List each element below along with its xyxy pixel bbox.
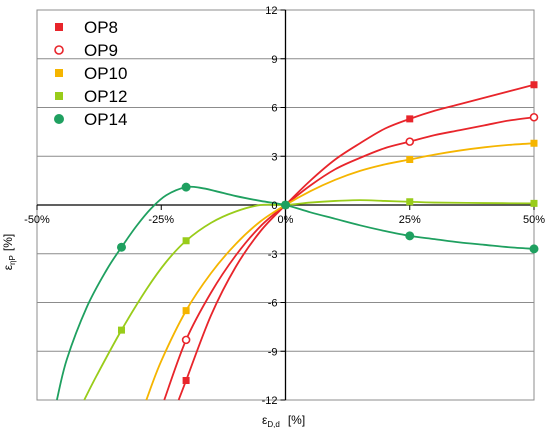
data-point — [406, 156, 414, 163]
data-point — [529, 244, 539, 254]
data-point — [530, 139, 538, 147]
legend-label: OP12 — [84, 87, 127, 106]
y-tick-label: -6 — [268, 298, 278, 310]
legend-marker — [55, 69, 63, 77]
x-tick-label: -25% — [148, 214, 174, 226]
legend: OP8 OP9 OP10 OP12 OP14 — [54, 18, 127, 129]
legend-label: OP10 — [84, 64, 127, 83]
x-tick-label: 0% — [278, 214, 294, 226]
y-axis-label: εηP [%] — [1, 234, 17, 271]
data-point — [182, 377, 190, 384]
data-point — [405, 137, 415, 146]
y-tick-label: -3 — [268, 249, 278, 261]
x-axis-label-sub: D,d — [267, 420, 279, 429]
legend-item-op8: OP8 — [55, 18, 118, 37]
legend-label: OP9 — [84, 41, 118, 60]
y-axis-label-main: ε — [1, 264, 15, 270]
data-point — [530, 81, 538, 89]
legend-item-op10: OP10 — [55, 64, 127, 83]
series-op9 — [163, 112, 539, 401]
series-op14 — [56, 182, 539, 401]
y-tick-label: 0 — [271, 200, 277, 212]
y-tick-label: 3 — [271, 151, 277, 163]
legend-label: OP8 — [84, 18, 118, 37]
data-point — [181, 182, 191, 192]
data-point — [182, 307, 190, 315]
data-point — [182, 237, 190, 245]
data-point — [116, 242, 126, 252]
data-point — [181, 335, 191, 345]
legend-item-op12: OP12 — [55, 87, 127, 106]
y-tick-label: 9 — [271, 54, 277, 66]
series-line — [163, 116, 535, 401]
x-tick-label: 50% — [523, 214, 545, 226]
x-tick-label: -50% — [24, 214, 50, 226]
y-tick-label: 12 — [265, 5, 277, 17]
legend-marker — [55, 23, 63, 31]
tick-labels: -50% -25% 0% 25% 50% -12 -9 -6 -3 0 3 6 9 12 — [24, 5, 545, 407]
y-tick-label: -12 — [262, 395, 278, 407]
svg-text:εηP[%]: εηP [%] — [1, 234, 17, 271]
y-axis-label-sub: ηP — [8, 255, 17, 265]
x-axis-label-unit: [%] — [288, 413, 305, 427]
legend-item-op9: OP9 — [54, 41, 118, 60]
data-point — [530, 199, 538, 207]
x-axis-label: εD,d [%] — [262, 413, 305, 429]
data-point — [529, 112, 539, 122]
data-point — [406, 115, 414, 123]
legend-marker — [54, 45, 64, 55]
data-point — [405, 231, 415, 241]
data-point — [117, 326, 125, 334]
legend-item-op14: OP14 — [54, 110, 127, 129]
data-point — [281, 200, 290, 210]
series-layer — [56, 81, 539, 401]
y-axis-label-unit: [%] — [1, 234, 15, 251]
y-tick-label: 6 — [271, 103, 277, 115]
legend-marker — [55, 92, 63, 100]
series-line — [177, 83, 535, 401]
x-tick-label: 25% — [399, 214, 421, 226]
x-axis-label-main: ε — [262, 413, 268, 427]
legend-marker — [54, 114, 64, 124]
y-tick-label: -9 — [268, 346, 278, 358]
series-line — [145, 142, 535, 401]
legend-label: OP14 — [84, 110, 127, 129]
data-point — [406, 198, 414, 206]
